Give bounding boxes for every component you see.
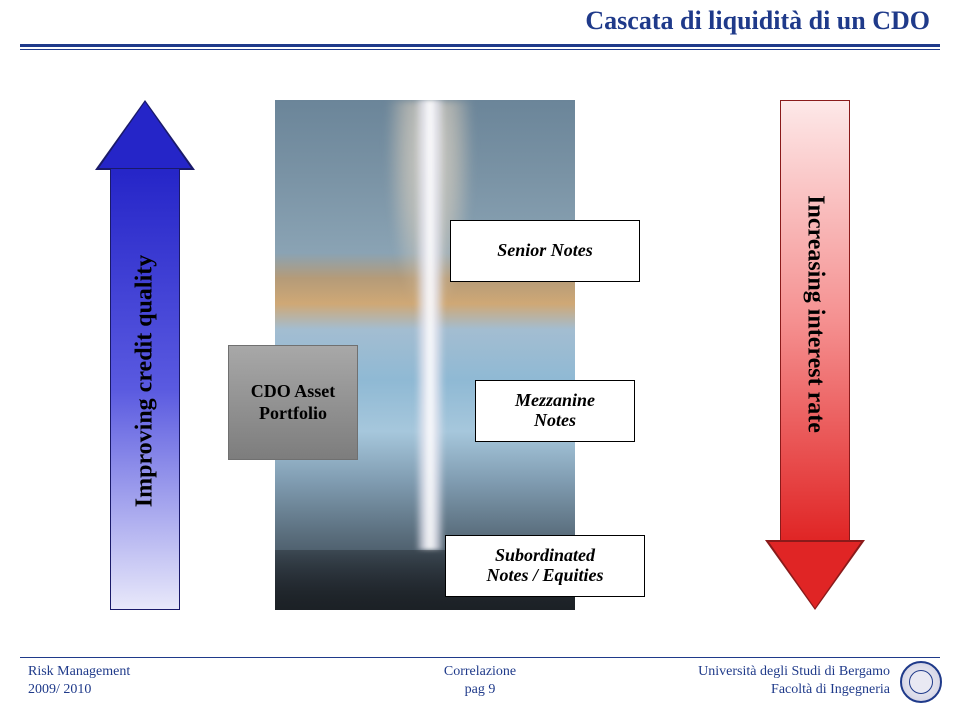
footer-center-line1: Correlazione: [444, 664, 516, 679]
footer: Risk Management 2009/ 2010 Correlazione …: [0, 657, 960, 711]
university-seal-icon: [900, 661, 942, 703]
arrow-down-head-fill: [769, 542, 861, 608]
footer-rule: [20, 657, 940, 658]
sub-line2: Notes / Equities: [486, 565, 603, 585]
mezzanine-notes-box: Mezzanine Notes: [475, 380, 635, 442]
footer-center-line2: pag 9: [465, 682, 496, 697]
footer-left: Risk Management 2009/ 2010: [28, 663, 130, 698]
increasing-interest-rate-arrow: Increasing interest rate: [765, 100, 865, 610]
asset-box-line2: Portfolio: [259, 403, 327, 423]
footer-right: Università degli Studi di Bergamo Facolt…: [698, 663, 890, 698]
footer-right-line1: Università degli Studi di Bergamo: [698, 664, 890, 679]
right-arrow-label: Increasing interest rate: [802, 195, 829, 433]
cdo-asset-portfolio-box: CDO Asset Portfolio: [228, 345, 358, 460]
senior-notes-label: Senior Notes: [497, 241, 593, 261]
sub-line1: Subordinated: [495, 545, 595, 565]
footer-left-line1: Risk Management: [28, 664, 130, 679]
mezzanine-line1: Mezzanine: [515, 390, 595, 410]
asset-box-line1: CDO Asset: [251, 381, 336, 401]
footer-center: Correlazione pag 9: [444, 663, 516, 698]
senior-notes-box: Senior Notes: [450, 220, 640, 282]
left-arrow-label: Improving credit quality: [132, 254, 159, 506]
page-title: Cascata di liquidità di un CDO: [585, 6, 930, 36]
subordinated-notes-box: Subordinated Notes / Equities: [445, 535, 645, 597]
arrow-up-head-fill: [99, 102, 191, 168]
footer-left-line2: 2009/ 2010: [28, 682, 91, 697]
footer-right-line2: Facoltà di Ingegneria: [771, 682, 890, 697]
mezzanine-line2: Notes: [534, 410, 576, 430]
title-underline: [20, 44, 940, 50]
improving-credit-quality-arrow: Improving credit quality: [95, 100, 195, 610]
slide: Cascata di liquidità di un CDO Improving…: [0, 0, 960, 711]
content-area: Improving credit quality CDO Asset Portf…: [0, 80, 960, 651]
fountain-jet: [415, 100, 445, 550]
